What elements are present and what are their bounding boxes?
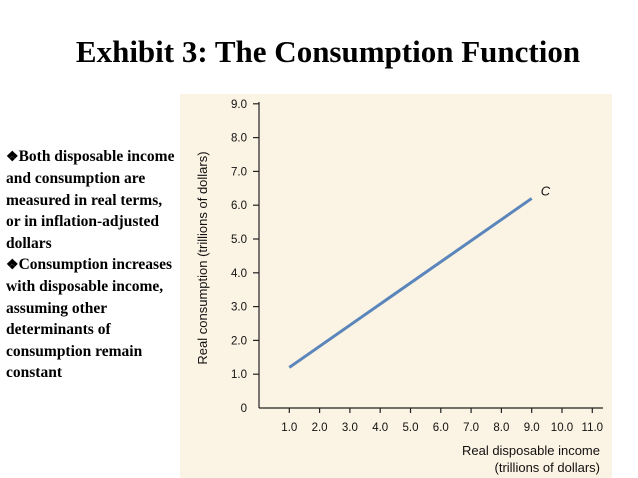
bullet-text: Consumption increases with disposable in… <box>6 256 173 382</box>
bullet-item: ❖Both disposable income and consumption … <box>6 146 178 254</box>
x-axis-title: Real disposable income <box>462 443 600 458</box>
x-tick-label: 1.0 <box>281 422 297 434</box>
y-axis-title: Real consumption (trillions of dollars) <box>195 151 210 364</box>
x-tick-label: 9.0 <box>524 422 540 434</box>
y-tick-label: 7.0 <box>231 166 247 178</box>
bullet-text: Both disposable income and consumption a… <box>6 148 175 252</box>
bullet-list: ❖Both disposable income and consumption … <box>6 146 178 383</box>
y-tick-label: 3.0 <box>231 302 247 314</box>
x-tick-label: 10.0 <box>551 422 573 434</box>
consumption-function-chart: 0 1.0 2.0 3.0 4.0 5.0 6.0 7.0 8.0 9.0 1.0 2.0 3.0 4.… <box>195 99 604 475</box>
series-group: C <box>288 183 551 369</box>
y-tick-label: 2.0 <box>231 335 247 347</box>
y-tick-label: 1.0 <box>231 369 247 381</box>
x-tick-label: 5.0 <box>403 422 419 434</box>
x-tick-label: 3.0 <box>342 422 358 434</box>
bullet-item: ❖Consumption increases with disposable i… <box>6 254 178 383</box>
x-axis-title-units: (trillions of dollars) <box>495 460 600 475</box>
diamond-bullet-icon: ❖ <box>6 150 19 165</box>
x-tick-label: 8.0 <box>493 422 509 434</box>
x-tick-label: 4.0 <box>372 422 388 434</box>
y-axis: 0 1.0 2.0 3.0 4.0 5.0 6.0 7.0 8.0 9.0 <box>231 99 260 415</box>
y-tick-label: 4.0 <box>231 268 247 280</box>
x-tick-label: 11.0 <box>582 422 604 434</box>
y-tick-label: 9.0 <box>231 99 247 111</box>
x-axis: 1.0 2.0 3.0 4.0 5.0 6.0 7.0 8.0 9.0 10.0 11.0 <box>259 407 604 434</box>
y-tick-label: 5.0 <box>231 234 247 246</box>
consumption-function-line <box>288 197 533 369</box>
y-tick-label: 6.0 <box>231 200 247 212</box>
y-tick-label: 0 <box>241 403 247 415</box>
x-tick-label: 6.0 <box>433 422 449 434</box>
x-tick-label: 7.0 <box>463 422 479 434</box>
x-tick-label: 2.0 <box>312 422 328 434</box>
y-tick-label: 8.0 <box>231 133 247 145</box>
slide-title: Exhibit 3: The Consumption Function <box>75 34 581 69</box>
diamond-bullet-icon: ❖ <box>6 258 19 274</box>
chart-panel: 0 1.0 2.0 3.0 4.0 5.0 6.0 7.0 8.0 9.0 1.0 2.0 3.0 4.… <box>180 94 612 478</box>
series-label: C <box>541 183 551 198</box>
